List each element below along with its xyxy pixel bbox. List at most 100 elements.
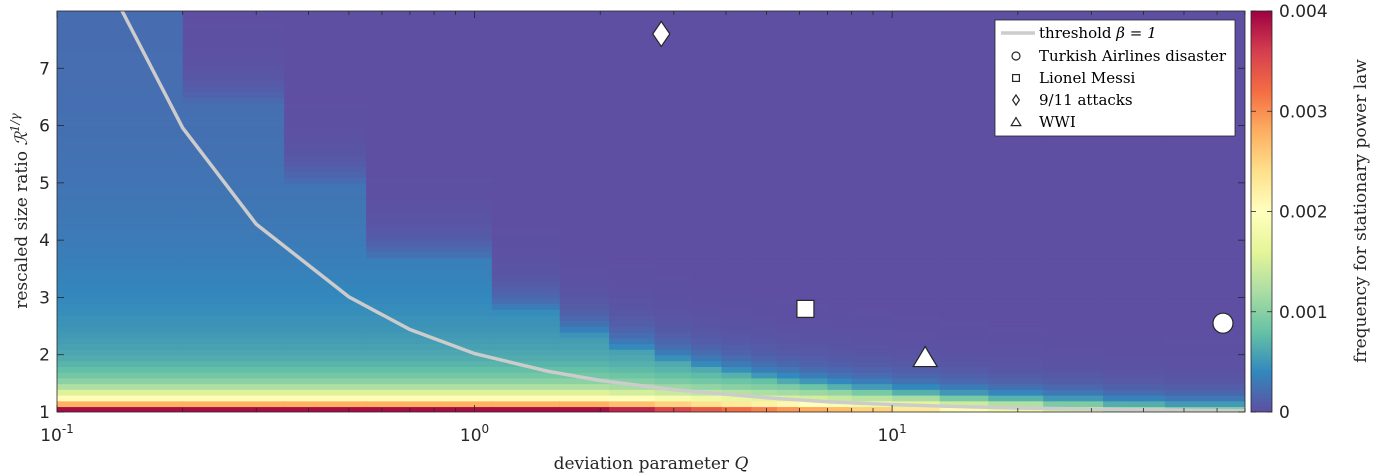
- heatmap-cell: [1164, 182, 1245, 190]
- heatmap-cell: [776, 377, 801, 385]
- heatmap-cell: [851, 274, 893, 282]
- heatmap-cell: [799, 274, 829, 282]
- heatmap-cell: [182, 85, 285, 92]
- heatmap-cell: [1164, 291, 1245, 299]
- heatmap-cell: [366, 371, 493, 379]
- heatmap-cell: [654, 56, 692, 64]
- heatmap-cell: [559, 240, 610, 247]
- heatmap-cell: [892, 188, 941, 196]
- heatmap-cell: [799, 165, 829, 173]
- heatmap-cell: [827, 268, 853, 276]
- heatmap-cell: [751, 217, 778, 224]
- heatmap-cell: [892, 159, 941, 167]
- heatmap-cell: [559, 371, 610, 379]
- heatmap-cell: [284, 79, 367, 87]
- heatmap-cell: [691, 200, 723, 207]
- y-tick-label: 7: [39, 59, 50, 79]
- heatmap-cell: [799, 257, 829, 264]
- heatmap-cell: [491, 280, 561, 287]
- heatmap-cell: [721, 348, 753, 356]
- heatmap-cell: [799, 377, 829, 385]
- heatmap-cell: [284, 194, 367, 201]
- heatmap-cell: [654, 182, 692, 190]
- heatmap-cell: [1103, 222, 1166, 230]
- heatmap-cell: [751, 159, 778, 167]
- heatmap-cell: [559, 400, 610, 408]
- heatmap-cell: [939, 377, 990, 385]
- heatmap-cell: [654, 303, 692, 310]
- heatmap-cell: [939, 68, 990, 75]
- heatmap-cell: [799, 222, 829, 230]
- heatmap-cell: [776, 285, 801, 293]
- heatmap-cell: [182, 331, 285, 339]
- heatmap-cell: [182, 371, 285, 379]
- heatmap-cell: [776, 159, 801, 167]
- heatmap-cell: [799, 406, 829, 412]
- heatmap-cell: [892, 285, 941, 293]
- heatmap-cell: [691, 171, 723, 178]
- heatmap-cell: [827, 228, 853, 236]
- heatmap-cell: [892, 142, 941, 150]
- heatmap-cell: [851, 263, 893, 270]
- heatmap-cell: [609, 85, 656, 92]
- heatmap-cell: [654, 74, 692, 81]
- heatmap-cell: [939, 91, 990, 98]
- heatmap-cell: [559, 291, 610, 299]
- heatmap-cell: [654, 194, 692, 201]
- heatmap-cell: [284, 360, 367, 367]
- heatmap-cell: [751, 125, 778, 133]
- heatmap-cell: [559, 205, 610, 213]
- heatmap-cell: [851, 337, 893, 345]
- heatmap-cell: [939, 274, 990, 282]
- heatmap-cell: [609, 28, 656, 35]
- heatmap-cell: [491, 114, 561, 121]
- heatmap-cell: [182, 257, 285, 264]
- heatmap-cell: [654, 400, 692, 408]
- heatmap-cell: [799, 348, 829, 356]
- heatmap-cell: [654, 228, 692, 236]
- heatmap-cell: [366, 62, 493, 70]
- heatmap-cell: [182, 245, 285, 253]
- heatmap-cell: [366, 326, 493, 333]
- heatmap-cell: [491, 45, 561, 52]
- heatmap-cell: [939, 331, 990, 339]
- heatmap-cell: [491, 154, 561, 161]
- heatmap-cell: [284, 326, 367, 333]
- heatmap-cell: [366, 45, 493, 52]
- heatmap-cell: [1103, 240, 1166, 247]
- heatmap-cell: [491, 371, 561, 379]
- heatmap-cell: [559, 348, 610, 356]
- heatmap-cell: [1164, 228, 1245, 236]
- heatmap-cell: [284, 343, 367, 350]
- heatmap-cell: [182, 280, 285, 287]
- heatmap-cell: [799, 114, 829, 121]
- legend-label: Lionel Messi: [1039, 69, 1136, 87]
- heatmap-cell: [559, 303, 610, 310]
- y-tick-label: 6: [39, 117, 50, 137]
- heatmap-cell: [609, 194, 656, 201]
- heatmap-cell: [1164, 343, 1245, 350]
- heatmap-cell: [721, 16, 753, 24]
- heatmap-cell: [1043, 217, 1104, 224]
- heatmap-cell: [776, 383, 801, 390]
- heatmap-cell: [57, 400, 184, 408]
- heatmap-cell: [1043, 366, 1104, 373]
- heatmap-cell: [57, 200, 184, 207]
- heatmap-cell: [691, 85, 723, 92]
- heatmap-cell: [799, 142, 829, 150]
- heatmap-cell: [799, 51, 829, 58]
- heatmap-cell: [1164, 251, 1245, 259]
- heatmap-cell: [799, 194, 829, 201]
- heatmap-cell: [559, 188, 610, 196]
- heatmap-cell: [799, 263, 829, 270]
- heatmap-cell: [751, 85, 778, 92]
- heatmap-cell: [776, 102, 801, 110]
- heatmap-cell: [939, 85, 990, 92]
- heatmap-cell: [559, 343, 610, 350]
- heatmap-cell: [799, 343, 829, 350]
- heatmap-cell: [851, 320, 893, 327]
- heatmap-cell: [491, 337, 561, 345]
- heatmap-cell: [988, 291, 1044, 299]
- heatmap-cell: [366, 154, 493, 161]
- heatmap-cell: [691, 228, 723, 236]
